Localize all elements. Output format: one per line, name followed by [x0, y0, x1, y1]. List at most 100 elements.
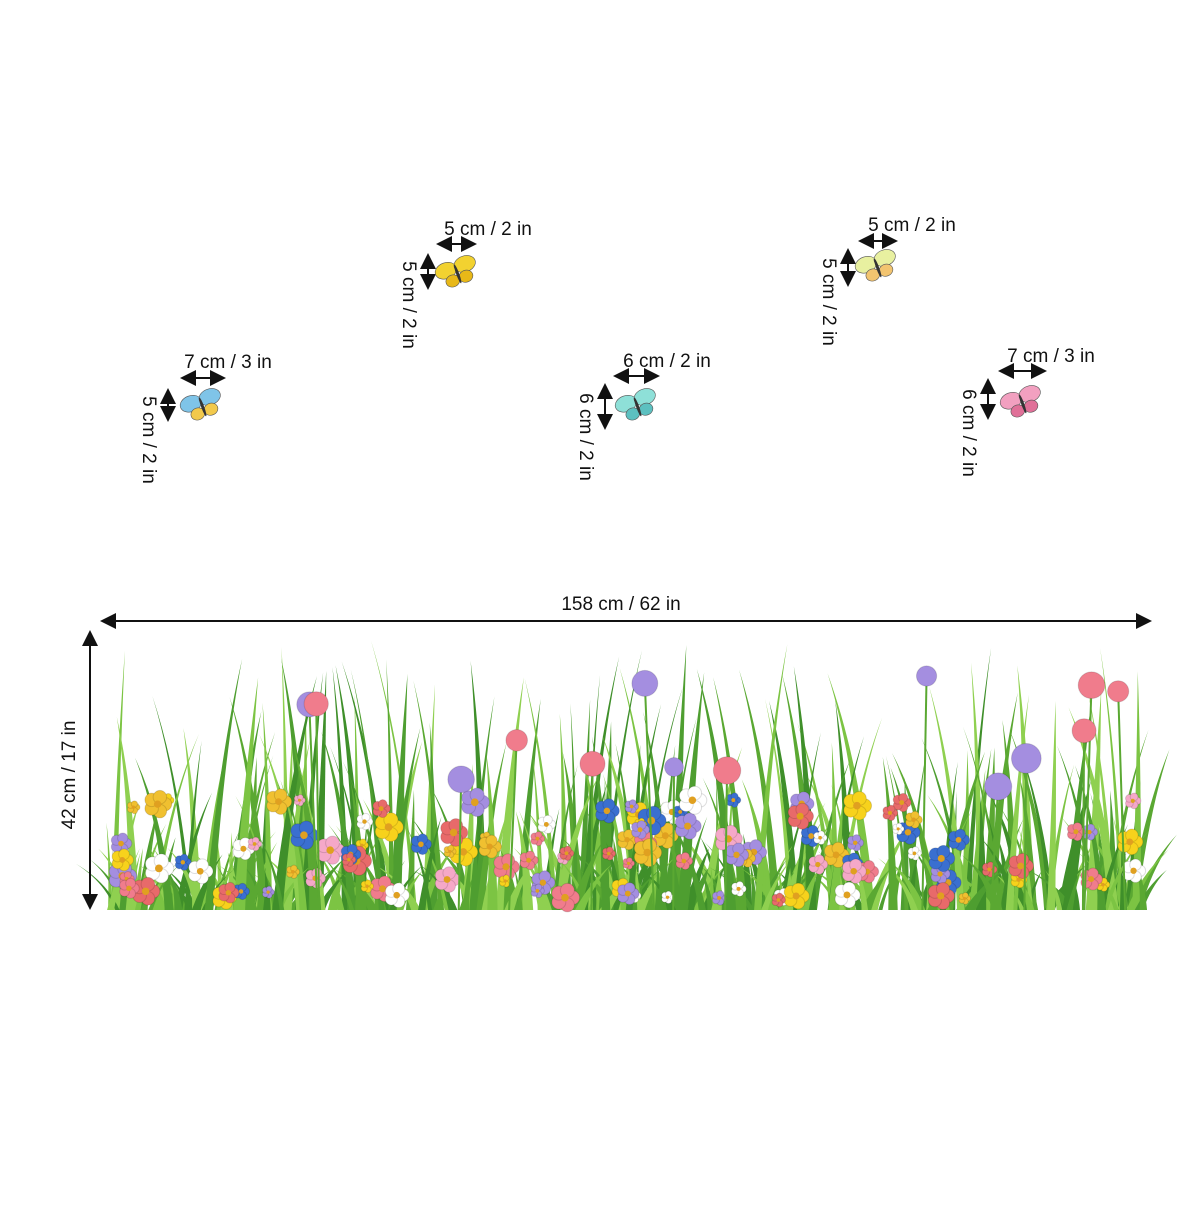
flower-head	[712, 756, 742, 785]
flower	[892, 822, 905, 836]
flower	[834, 881, 861, 909]
flower	[892, 792, 912, 813]
grass-blade	[551, 764, 578, 910]
grass-blade	[1010, 869, 1035, 910]
body	[198, 397, 207, 417]
flower	[622, 856, 636, 870]
flower-center	[459, 848, 468, 856]
flower	[559, 845, 575, 861]
flower-center	[937, 854, 945, 862]
flower-center	[678, 809, 683, 814]
flower-center	[1130, 867, 1137, 874]
flower-center	[141, 887, 150, 896]
grass-blade	[602, 650, 643, 910]
grass-blade	[962, 726, 1002, 910]
flower-stem	[1081, 730, 1086, 911]
grass-blade	[1009, 728, 1052, 910]
height-label: 42 cm / 17 in	[59, 721, 80, 830]
flower	[111, 848, 135, 872]
flower	[384, 882, 410, 908]
grass-blade	[413, 680, 445, 910]
grass-blade	[877, 857, 918, 910]
grass-blade	[1057, 745, 1097, 910]
flower	[907, 846, 922, 861]
flower-center	[119, 856, 126, 863]
width-label: 158 cm / 62 in	[561, 594, 680, 615]
flower-center	[987, 867, 992, 872]
flower	[1066, 822, 1086, 842]
flower	[813, 830, 828, 846]
grass-blade	[388, 727, 421, 910]
width-label: 5 cm / 2 in	[444, 219, 532, 240]
grass-blade	[204, 658, 243, 910]
grass-blade	[570, 703, 579, 910]
flower-center	[1130, 798, 1135, 804]
grass-blade	[257, 833, 285, 910]
flower-center	[731, 798, 736, 803]
grass-blade	[674, 868, 691, 910]
grass-blade	[167, 847, 204, 910]
flower-center	[153, 800, 162, 808]
flower-center	[470, 798, 479, 807]
grass-blade	[739, 669, 781, 910]
butterfly	[434, 255, 476, 288]
flower-center	[561, 893, 569, 902]
flower-center	[252, 842, 257, 846]
flower	[617, 882, 640, 906]
flower-center	[1088, 876, 1095, 883]
width-label: 7 cm / 3 in	[184, 352, 272, 373]
grass-blade	[754, 644, 788, 910]
flower-center	[1101, 882, 1105, 887]
grass-blade	[525, 808, 574, 910]
flower	[595, 798, 620, 824]
grass-blade	[1047, 700, 1056, 910]
flower	[843, 790, 873, 821]
flower-center	[624, 836, 630, 843]
grass-blade	[229, 696, 269, 910]
flower-center	[717, 896, 721, 900]
grass-blade	[1018, 746, 1055, 910]
flower-center	[131, 805, 136, 810]
flower	[519, 850, 539, 871]
flower-center	[896, 827, 900, 831]
flower-stem	[643, 683, 656, 911]
flower-center	[853, 840, 858, 845]
flower	[783, 882, 810, 910]
grass-blade	[350, 669, 384, 910]
flower	[905, 810, 923, 829]
flower	[119, 877, 140, 899]
width-label: 6 cm / 2 in	[623, 351, 711, 372]
flower-center	[449, 828, 458, 837]
flower	[247, 836, 263, 852]
grass-blade	[765, 698, 794, 910]
grass-blade	[504, 855, 539, 910]
flower	[726, 792, 742, 808]
grass-blade	[761, 860, 791, 910]
flower-center	[688, 796, 697, 804]
flower-head	[1077, 671, 1106, 700]
flower-center	[850, 867, 857, 875]
flower-center	[393, 891, 400, 899]
flower	[232, 837, 256, 861]
flower	[434, 866, 461, 893]
grass-blade	[519, 869, 561, 910]
grass-blade	[891, 752, 939, 910]
flower	[624, 799, 640, 814]
grass-blade	[639, 685, 684, 910]
flower	[882, 804, 899, 822]
flower-stem	[457, 779, 463, 911]
flower	[360, 879, 375, 894]
flower-center	[1073, 829, 1079, 835]
flower-center	[418, 841, 424, 848]
grass-sticker	[75, 640, 1177, 913]
flower	[174, 853, 192, 871]
flower-center	[937, 892, 945, 900]
grass-blade	[569, 839, 604, 910]
flower-head	[505, 729, 529, 752]
flower-stem	[990, 786, 1000, 911]
flower-center	[378, 806, 384, 811]
flower-center	[180, 860, 185, 865]
flower-head	[915, 665, 938, 687]
flower-center	[379, 885, 386, 893]
butterfly	[179, 388, 221, 421]
